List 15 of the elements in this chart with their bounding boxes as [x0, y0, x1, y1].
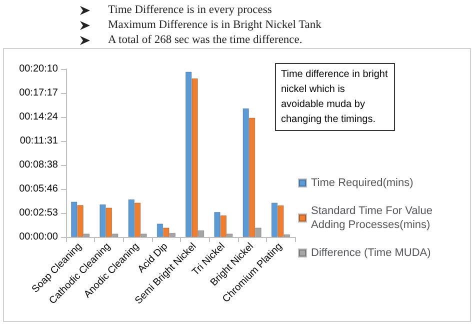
y-tick-label: 00:14:24 — [19, 112, 58, 122]
y-tick-label: 00:17:17 — [19, 88, 58, 98]
text: Time Difference is in every process — [108, 3, 272, 18]
y-tick-label: 00:05:46 — [19, 184, 58, 194]
y-tick-label: 00:00:00 — [19, 232, 58, 242]
y-tick-label: 00:08:38 — [19, 160, 58, 170]
legend-label: Difference (Time MUDA) — [311, 247, 431, 259]
y-tick-label: 00:11:31 — [20, 136, 58, 146]
legend-label: Standard Time For Value Adding Processes(mins) — [311, 205, 436, 231]
legend-label: Time Required(mins) — [311, 177, 414, 189]
text: A total of 268 sec was the time difference. — [108, 33, 302, 48]
text: Maximum Difference is in Bright Nickel Tank — [108, 18, 322, 33]
annotation: Time difference in bright nickel which is avoidable muda by changing the timings. — [275, 63, 395, 131]
y-tick-label: 00:02:53 — [19, 208, 58, 218]
y-tick-label: 00:20:10 — [19, 64, 58, 74]
